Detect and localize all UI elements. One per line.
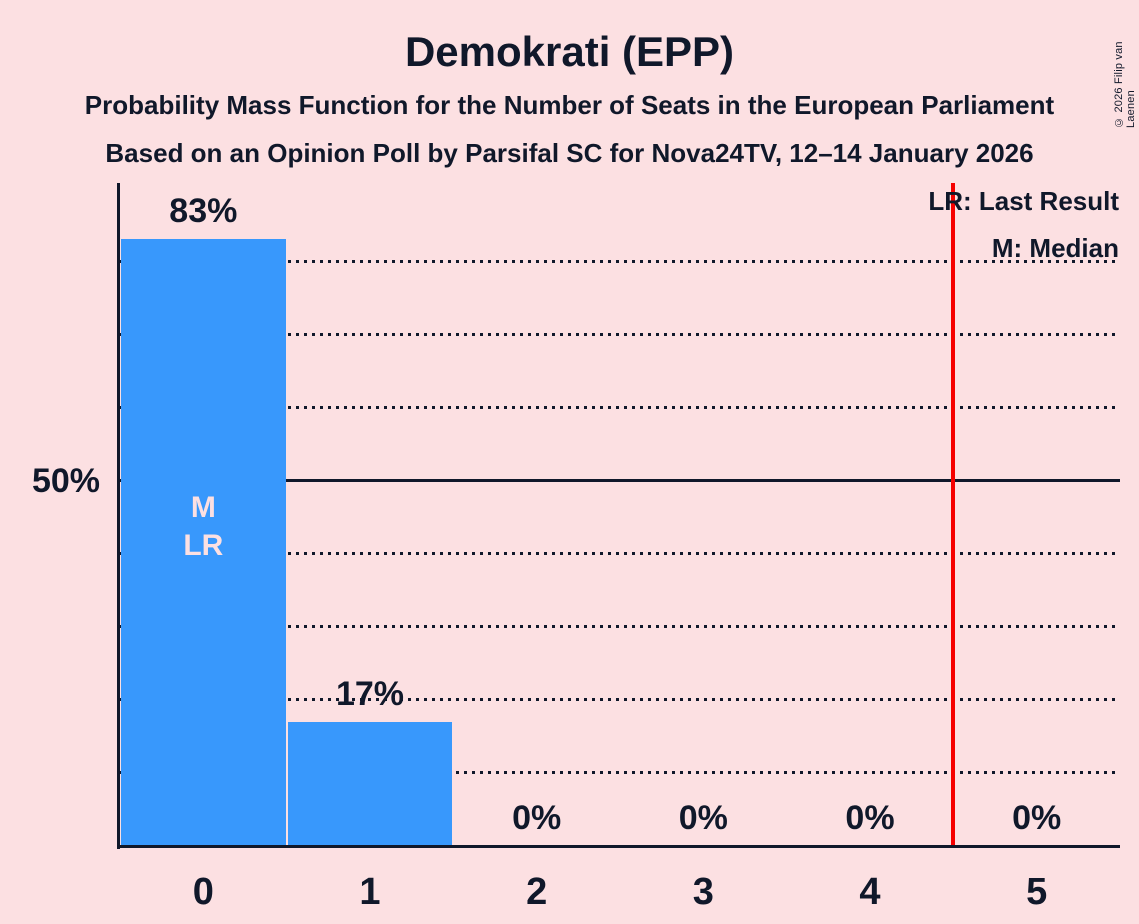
value-label-seats-2: 0% bbox=[512, 799, 562, 837]
x-tick-label-2: 2 bbox=[526, 871, 548, 913]
y-axis bbox=[117, 183, 120, 849]
x-tick-label-3: 3 bbox=[692, 871, 714, 913]
bar-annotation-m: M bbox=[190, 490, 216, 524]
value-label-seats-0: 83% bbox=[169, 192, 238, 231]
gridline-dotted-30 bbox=[120, 625, 1120, 629]
value-label-seats-5: 0% bbox=[1012, 799, 1062, 837]
gridline-dotted-80 bbox=[120, 259, 1120, 263]
bar-seats-0 bbox=[121, 239, 286, 846]
bar-annotation-lr: LR bbox=[183, 528, 224, 562]
x-tick-label-1: 1 bbox=[359, 871, 381, 913]
value-label-seats-4: 0% bbox=[845, 799, 895, 837]
value-label-seats-3: 0% bbox=[678, 799, 728, 837]
x-tick-label-0: 0 bbox=[192, 871, 214, 913]
gridline-dotted-10 bbox=[120, 771, 1120, 775]
chart-subtitle-line2: Based on an Opinion Poll by Parsifal SC … bbox=[105, 138, 1034, 168]
gridline-solid-50 bbox=[120, 479, 1120, 482]
gridline-dotted-70 bbox=[120, 332, 1120, 336]
gridline-dotted-20 bbox=[120, 698, 1120, 702]
x-axis bbox=[117, 845, 1120, 848]
legend-median: M: Median bbox=[991, 233, 1119, 263]
value-label-seats-1: 17% bbox=[335, 674, 405, 713]
chart-title: Demokrati (EPP) bbox=[404, 28, 735, 75]
legend-last-result: LR: Last Result bbox=[928, 186, 1119, 216]
y-tick-label-50: 50% bbox=[31, 461, 100, 500]
x-tick-label-5: 5 bbox=[1026, 871, 1048, 913]
bar-seats-1 bbox=[287, 721, 453, 846]
gridline-dotted-40 bbox=[120, 552, 1120, 556]
last-result-line bbox=[951, 183, 956, 846]
copyright-text: © 2026 Filip van Laenen bbox=[1113, 41, 1137, 128]
x-tick-label-4: 4 bbox=[859, 871, 881, 913]
chart-subtitle-line1: Probability Mass Function for the Number… bbox=[84, 90, 1055, 120]
gridline-dotted-60 bbox=[120, 405, 1120, 409]
